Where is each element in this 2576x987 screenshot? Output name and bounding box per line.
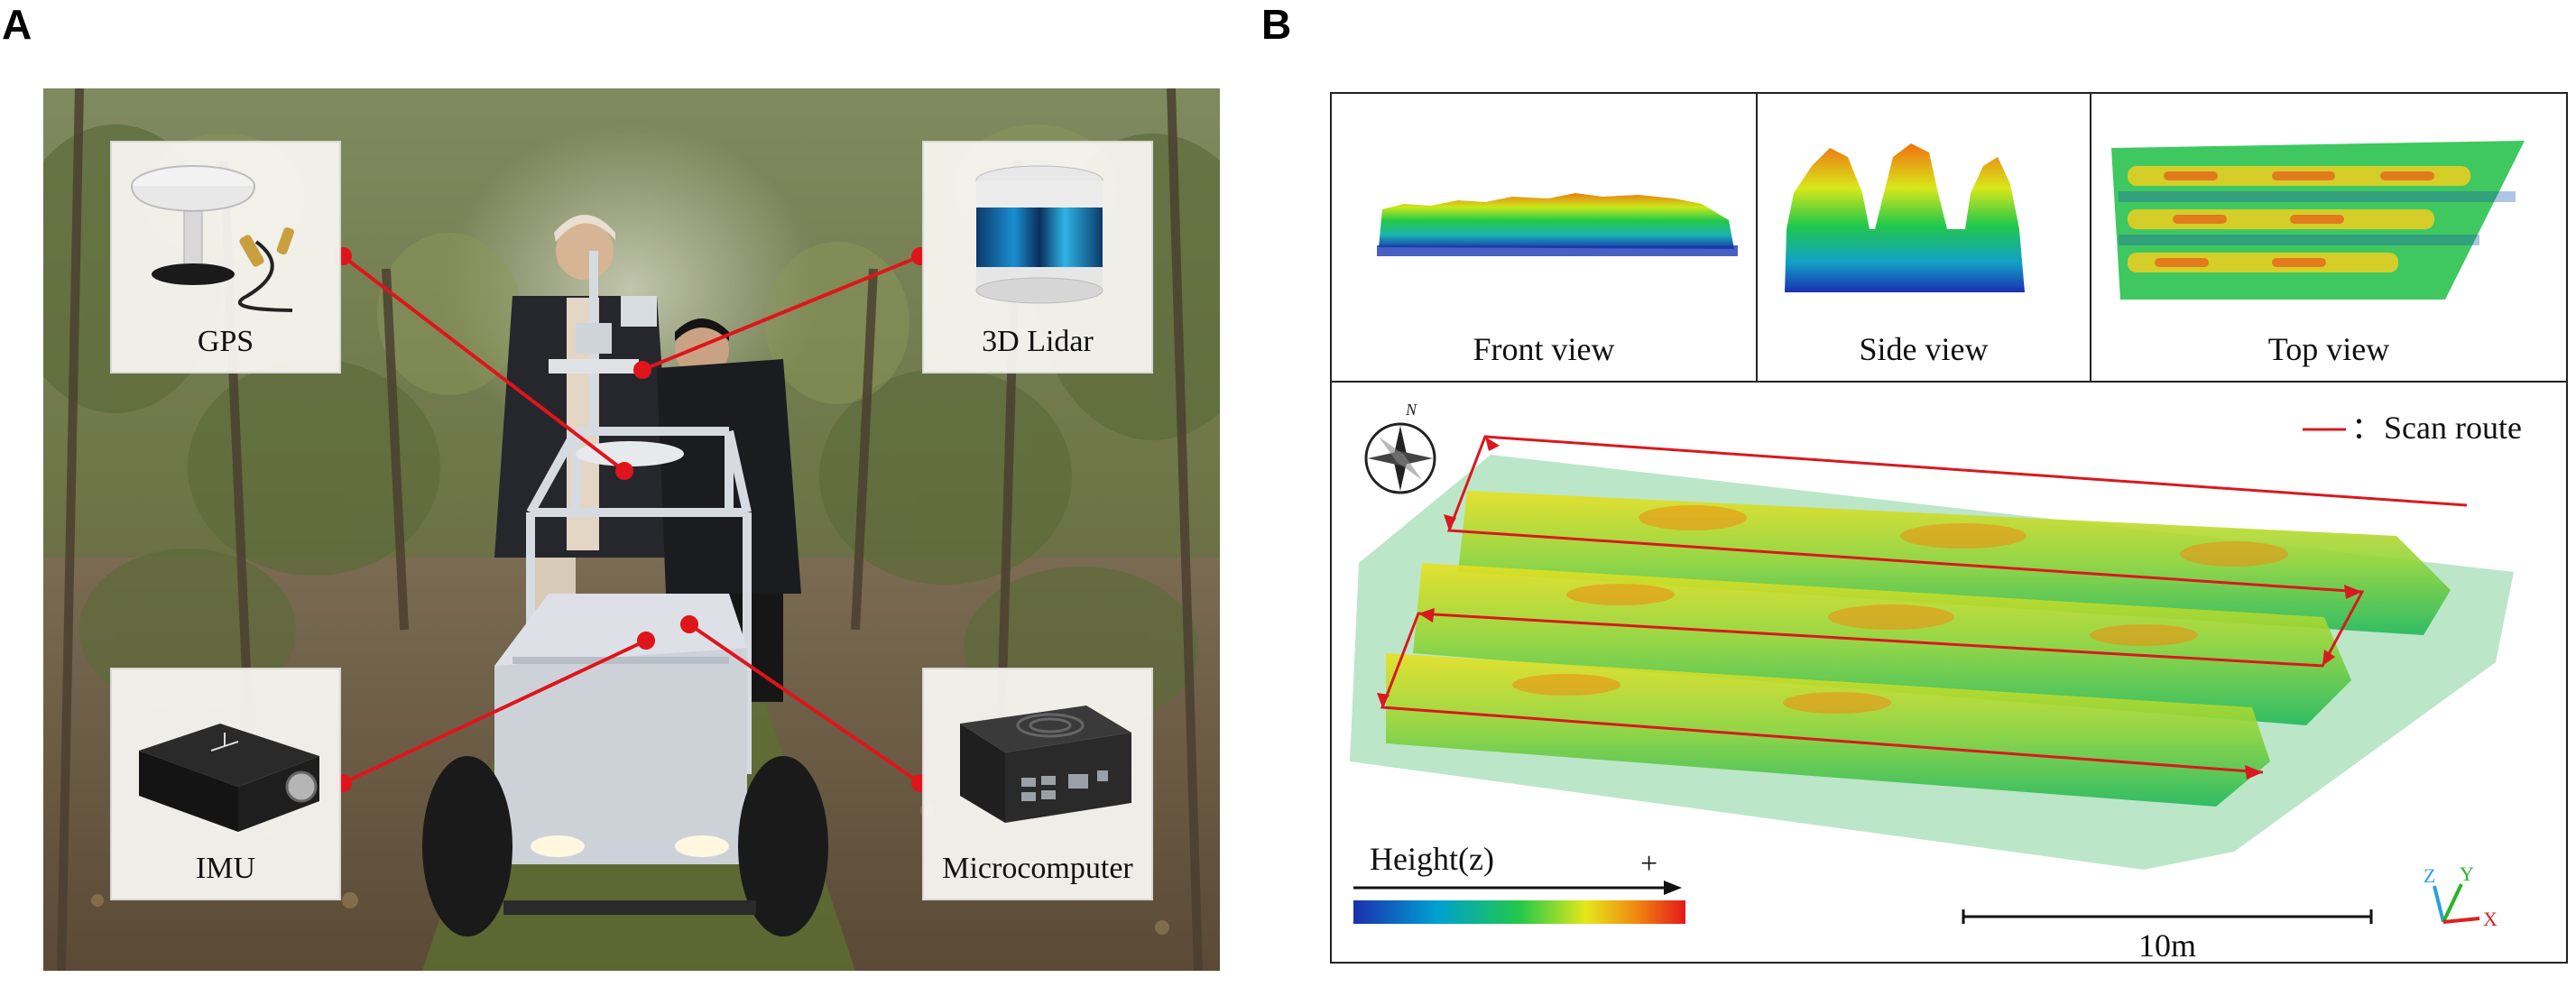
callout-microcomputer: Microcomputer [922,668,1153,900]
scan-route-separator: ： [2351,412,2382,446]
main-3d-cloud: N ： Scan route Height(z) + 10m Z Y X [1350,401,2522,964]
lidar-sensor-icon [975,165,1103,304]
panel-b-letter: B [1261,1,1292,48]
compass-north-label: N [1405,401,1417,419]
top-view-cell: Top view [2091,94,2566,381]
axis-z-label: Z [2424,864,2435,887]
callout-gps: GPS [110,141,341,374]
side-view-label: Side view [1859,331,1989,367]
top-view-label: Top view [2267,331,2390,367]
front-view-cloud [1377,193,1738,256]
divider-2 [2090,94,2091,381]
panel-a-letter: A [2,1,32,48]
scan-route-label: Scan route [2384,410,2522,446]
microcomputer-icon [960,706,1131,823]
axis-x-label: X [2483,908,2498,930]
divider-1 [1756,94,1758,381]
side-view-cloud [1785,143,2025,292]
axes-icon: Z Y X [2424,862,2498,930]
gps-label: GPS [197,325,254,358]
top-view-cloud [2111,141,2525,300]
callout-imu: IMU [110,668,341,900]
height-plus-label: + [1640,847,1657,881]
point-cloud-panel: Front view Side view [1330,92,2568,964]
gps-antenna-icon [131,165,294,312]
robot-platform-photo: GPS 3D Lidar [43,88,1220,971]
front-view-cell: Front view [1332,94,1756,381]
height-color-ramp [1353,900,1685,924]
scale-bar-label: 10m [2138,927,2196,964]
side-view-cell: Side view [1758,94,2090,381]
robot-platform [422,251,828,936]
divider-horizontal [1332,381,2566,383]
imu-label: IMU [195,852,256,885]
compass-icon: N [1364,401,1436,494]
callout-lidar: 3D Lidar [922,141,1153,374]
lidar-label: 3D Lidar [982,325,1094,358]
front-view-label: Front view [1473,331,1615,367]
microcomputer-label: Microcomputer [942,852,1133,885]
axis-y-label: Y [2460,862,2474,885]
height-label: Height(z) [1370,841,1494,877]
scan-route [1380,435,2468,774]
imu-sensor-icon [139,724,319,832]
